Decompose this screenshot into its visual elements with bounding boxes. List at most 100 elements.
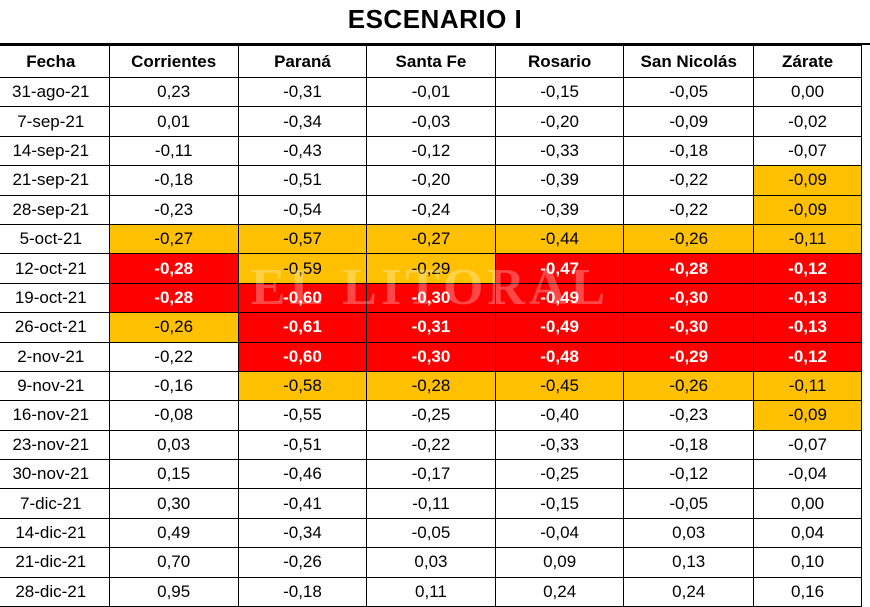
- value-cell: -0,11: [753, 370, 862, 402]
- value-cell: -0,28: [366, 370, 496, 402]
- table-row: 21-sep-21 -0,18 -0,51 -0,20 -0,39 -0,22 -0,09: [0, 165, 862, 196]
- value-cell: 0,70: [108, 547, 239, 578]
- value-cell: -0,57: [237, 223, 368, 255]
- value-cell: -0,12: [753, 253, 862, 284]
- value-cell: -0,11: [753, 223, 862, 255]
- value-cell: -0,18: [108, 165, 239, 196]
- value-cell: -0,15: [494, 488, 625, 519]
- value-cell: -0,28: [108, 282, 239, 314]
- date-cell: 14-sep-21: [0, 135, 110, 167]
- table-row: 7-sep-21 0,01 -0,34 -0,03 -0,20 -0,09 -0,02: [0, 106, 862, 137]
- value-cell: -0,26: [237, 547, 368, 578]
- header-row: Fecha Corrientes Paraná Santa Fe Rosario…: [0, 45, 862, 78]
- value-cell: -0,23: [623, 400, 755, 431]
- table-body: 31-ago-21 0,23 -0,31 -0,01 -0,15 -0,05 0,00 7-s…: [0, 76, 862, 607]
- value-cell: -0,44: [494, 223, 625, 255]
- value-cell: -0,33: [494, 429, 625, 461]
- value-cell: -0,04: [753, 459, 862, 490]
- value-cell: 0,00: [753, 76, 862, 108]
- value-cell: -0,46: [237, 459, 368, 490]
- value-cell: -0,59: [237, 253, 368, 284]
- value-cell: -0,48: [494, 341, 625, 372]
- value-cell: -0,07: [753, 135, 862, 167]
- table-row: 9-nov-21 -0,16 -0,58 -0,28 -0,45 -0,26 -0,11: [0, 370, 862, 402]
- value-cell: 0,10: [753, 547, 862, 578]
- value-cell: 0,23: [108, 76, 239, 108]
- value-cell: -0,23: [108, 194, 239, 225]
- column-header-parana: Paraná: [237, 45, 368, 78]
- table-row: 14-dic-21 0,49 -0,34 -0,05 -0,04 0,03 0,04: [0, 517, 862, 549]
- value-cell: -0,01: [366, 76, 496, 108]
- value-cell: -0,33: [494, 135, 625, 167]
- value-cell: -0,26: [623, 370, 755, 402]
- value-cell: -0,09: [753, 165, 862, 196]
- date-cell: 7-dic-21: [0, 488, 110, 519]
- value-cell: -0,58: [237, 370, 368, 402]
- value-cell: -0,04: [494, 517, 625, 549]
- value-cell: -0,20: [494, 106, 625, 137]
- value-cell: -0,26: [623, 223, 755, 255]
- value-cell: -0,31: [237, 76, 368, 108]
- value-cell: -0,34: [237, 106, 368, 137]
- date-cell: 12-oct-21: [0, 253, 110, 284]
- value-cell: -0,22: [366, 429, 496, 461]
- value-cell: -0,41: [237, 488, 368, 519]
- value-cell: -0,22: [623, 165, 755, 196]
- value-cell: -0,25: [494, 459, 625, 490]
- table-row: 28-dic-21 0,95 -0,18 0,11 0,24 0,24 0,16: [0, 576, 862, 607]
- value-cell: -0,09: [753, 400, 862, 431]
- date-cell: 5-oct-21: [0, 223, 110, 255]
- value-cell: 0,01: [108, 106, 239, 137]
- date-cell: 2-nov-21: [0, 341, 110, 372]
- value-cell: -0,60: [237, 282, 368, 314]
- value-cell: -0,18: [237, 576, 368, 607]
- value-cell: -0,30: [366, 282, 496, 314]
- value-cell: 0,03: [623, 517, 755, 549]
- table-row: 31-ago-21 0,23 -0,31 -0,01 -0,15 -0,05 0,00: [0, 76, 862, 108]
- scenario-table: Fecha Corrientes Paraná Santa Fe Rosario…: [0, 45, 862, 607]
- value-cell: -0,39: [494, 194, 625, 225]
- value-cell: -0,29: [366, 253, 496, 284]
- title-divider: [0, 43, 870, 45]
- value-cell: -0,05: [366, 517, 496, 549]
- column-header-fecha: Fecha: [0, 45, 110, 78]
- value-cell: -0,30: [623, 282, 755, 314]
- value-cell: 0,04: [753, 517, 862, 549]
- value-cell: -0,09: [753, 194, 862, 225]
- table-row: 7-dic-21 0,30 -0,41 -0,11 -0,15 -0,05 0,00: [0, 488, 862, 519]
- value-cell: -0,13: [753, 312, 862, 343]
- value-cell: -0,30: [623, 312, 755, 343]
- value-cell: -0,34: [237, 517, 368, 549]
- value-cell: -0,08: [108, 400, 239, 431]
- column-header-rosario: Rosario: [494, 45, 625, 78]
- date-cell: 21-dic-21: [0, 547, 110, 578]
- date-cell: 9-nov-21: [0, 370, 110, 402]
- table-title: ESCENARIO I: [347, 4, 523, 34]
- table-row: 30-nov-21 0,15 -0,46 -0,17 -0,25 -0,12 -0,04: [0, 459, 862, 490]
- table-row: 21-dic-21 0,70 -0,26 0,03 0,09 0,13 0,10: [0, 547, 862, 578]
- value-cell: 0,15: [108, 459, 239, 490]
- value-cell: -0,47: [494, 253, 625, 284]
- value-cell: -0,27: [366, 223, 496, 255]
- value-cell: 0,09: [494, 547, 625, 578]
- value-cell: -0,28: [108, 253, 239, 284]
- value-cell: -0,28: [623, 253, 755, 284]
- date-cell: 14-dic-21: [0, 517, 110, 549]
- value-cell: -0,05: [623, 76, 755, 108]
- value-cell: -0,39: [494, 165, 625, 196]
- date-cell: 28-dic-21: [0, 576, 110, 607]
- value-cell: 0,03: [366, 547, 496, 578]
- value-cell: -0,30: [366, 341, 496, 372]
- date-cell: 19-oct-21: [0, 282, 110, 314]
- value-cell: 0,30: [108, 488, 239, 519]
- value-cell: 0,13: [623, 547, 755, 578]
- value-cell: -0,25: [366, 400, 496, 431]
- value-cell: -0,09: [623, 106, 755, 137]
- table-row: 16-nov-21 -0,08 -0,55 -0,25 -0,40 -0,23 -0,09: [0, 400, 862, 431]
- table-row: 2-nov-21 -0,22 -0,60 -0,30 -0,48 -0,29 -0,12: [0, 341, 862, 372]
- value-cell: -0,18: [623, 135, 755, 167]
- column-header-zarate: Zárate: [753, 45, 862, 78]
- value-cell: -0,60: [237, 341, 368, 372]
- value-cell: 0,95: [108, 576, 239, 607]
- value-cell: -0,40: [494, 400, 625, 431]
